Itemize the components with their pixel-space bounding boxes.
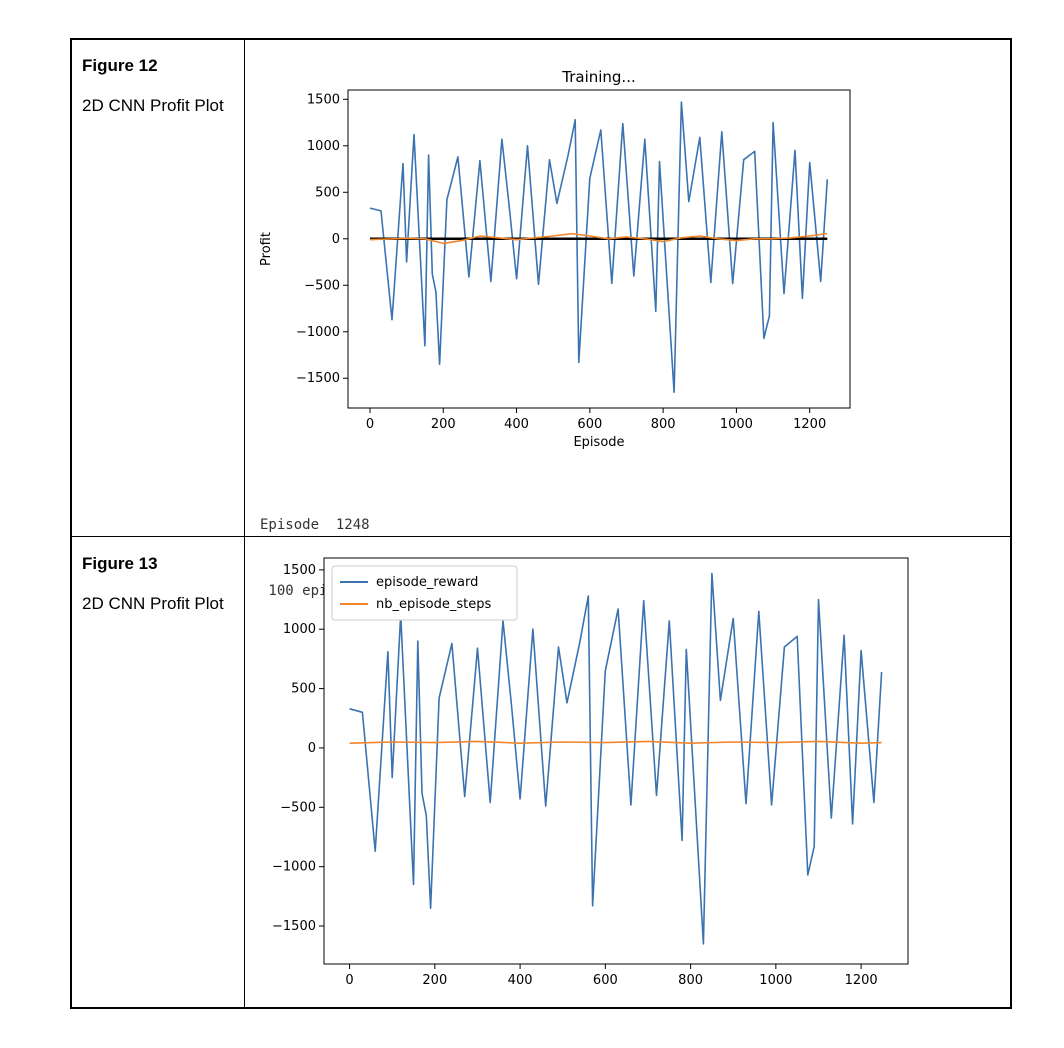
y-tick-label: 0 <box>308 741 316 756</box>
chart-legend <box>331 565 518 621</box>
x-tick-label: 1000 <box>759 973 792 988</box>
console-episode-line: Episode 1248 <box>260 517 370 533</box>
y-tick-label: 1000 <box>307 139 340 154</box>
y-tick-label: −1500 <box>272 919 316 934</box>
x-tick-label: 600 <box>577 417 602 432</box>
y-tick-label: −1000 <box>296 325 340 340</box>
x-axis-label: Episode <box>573 435 624 450</box>
row-divider <box>72 536 1010 537</box>
column-divider <box>244 40 245 1007</box>
x-tick-label: 400 <box>508 973 533 988</box>
y-tick-label: 1500 <box>283 563 316 578</box>
x-tick-label: 200 <box>422 973 447 988</box>
x-tick-label: 200 <box>431 417 456 432</box>
y-tick-label: −1500 <box>296 371 340 386</box>
figure-table: Figure 12 2D CNN Profit Plot Figure 13 2… <box>70 38 1012 1009</box>
legend-label: episode_reward <box>376 575 478 590</box>
y-tick-label: 500 <box>315 185 340 200</box>
y-tick-label: 500 <box>291 682 316 697</box>
y-tick-label: −500 <box>280 800 316 815</box>
figure-12-caption: 2D CNN Profit Plot <box>82 96 224 115</box>
reward-steps-chart: 0 200 400 600 800 1000 1200 −1500 −1000 −500 0 500 1… <box>272 557 909 988</box>
x-tick-label: 800 <box>678 973 703 988</box>
x-tick-label: 1000 <box>720 417 753 432</box>
figure-13-label-cell: Figure 13 2D CNN Profit Plot <box>82 554 232 614</box>
figure-12-title: Figure 12 <box>82 56 158 75</box>
x-tick-label: 800 <box>651 417 676 432</box>
y-tick-label: −1000 <box>272 860 316 875</box>
y-tick-label: −500 <box>304 278 340 293</box>
chart-title: Training... <box>561 68 636 86</box>
x-tick-label: 600 <box>593 973 618 988</box>
legend-label: nb_episode_steps <box>376 597 491 612</box>
figure-12-label-cell: Figure 12 2D CNN Profit Plot <box>82 56 232 116</box>
episode-reward-series-line <box>349 572 883 945</box>
y-tick-label: 1000 <box>283 622 316 637</box>
figure-13-caption: 2D CNN Profit Plot <box>82 594 224 613</box>
x-tick-label: 0 <box>345 973 353 988</box>
episode-profit-series-line <box>369 101 829 394</box>
x-tick-label: 400 <box>504 417 529 432</box>
y-tick-label: 0 <box>332 232 340 247</box>
x-tick-label: 0 <box>366 417 374 432</box>
x-tick-label: 1200 <box>845 973 878 988</box>
profit-training-chart: 0 200 400 600 800 1000 1200 −1500 −1000 −500 0 500 1… <box>259 68 851 450</box>
y-tick-label: 1500 <box>307 92 340 107</box>
x-tick-label: 1200 <box>793 417 826 432</box>
figure-13-title: Figure 13 <box>82 554 158 573</box>
y-axis-label: Profit <box>259 232 274 266</box>
moving-average-series-line <box>369 232 828 245</box>
nb-episode-steps-series-line <box>349 740 882 744</box>
